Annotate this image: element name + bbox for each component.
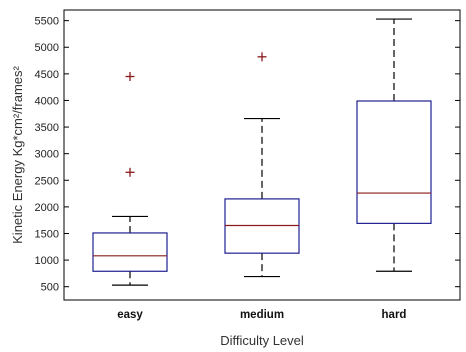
y-tick-label: 3000 xyxy=(35,149,59,161)
y-axis-title: Kinetic Energy Kg*cm²/frames² xyxy=(10,65,25,243)
y-tick-label: 2000 xyxy=(35,202,59,214)
y-tick-label: 4000 xyxy=(35,95,59,107)
y-tick-label: 1000 xyxy=(35,255,59,267)
x-category-label: hard xyxy=(382,309,407,321)
y-tick-label: 3500 xyxy=(35,122,59,134)
y-tick-label: 5500 xyxy=(35,16,59,28)
x-category-label: easy xyxy=(117,309,143,321)
plot-area: 500 1000 1500 2000 2500 3000 3500 4000 4500 5000 5… xyxy=(35,9,461,321)
plot-frame xyxy=(63,9,461,301)
box-hard xyxy=(356,100,432,224)
x-axis-title: Difficulty Level xyxy=(220,333,304,348)
box-easy xyxy=(92,232,168,272)
y-tick-label: 1500 xyxy=(35,228,59,240)
y-tick-label: 4500 xyxy=(35,69,59,81)
y-tick-label: 2500 xyxy=(35,175,59,187)
x-category-label: medium xyxy=(240,309,284,321)
y-tick-label: 5000 xyxy=(35,42,59,54)
y-tick-label: 500 xyxy=(41,282,59,294)
